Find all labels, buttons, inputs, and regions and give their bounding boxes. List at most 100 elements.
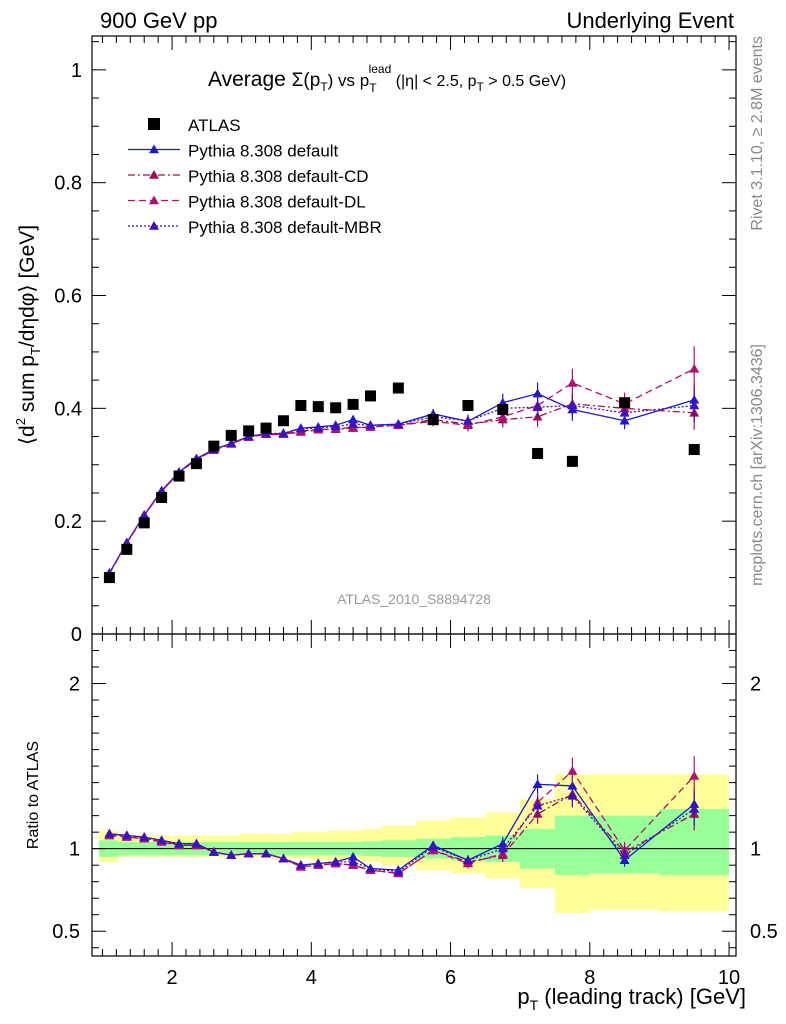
title-sigma: Σ(p (292, 70, 321, 91)
ratio-panel: 2 4 6 8 10 0.5 0.5 1 1 2 2 (52, 633, 778, 989)
ratio-point (208, 846, 219, 856)
title-mid: ) vs p (328, 71, 370, 90)
ratio-y-tick-label: 1 (69, 839, 80, 861)
y-tick-label: 0.2 (54, 511, 82, 533)
title-sigma-sub: T (320, 80, 328, 94)
ratio-point (689, 771, 700, 780)
ylabel-sub: T (28, 347, 43, 355)
data-point (277, 415, 289, 427)
title-prefix: Average (208, 68, 292, 91)
series-point (226, 438, 237, 448)
legend-marker-data (148, 118, 160, 130)
ratio-y-tick-label-right: 0.5 (750, 921, 778, 943)
ratio-frame (91, 633, 737, 957)
data-point (497, 403, 509, 415)
data-point (392, 382, 404, 394)
data-point (121, 543, 133, 555)
data-point (190, 458, 202, 470)
ratio-point (174, 838, 185, 848)
y-axis-label: ⟨d2 sum pT/dηdφ⟩ [GeV] (13, 225, 43, 445)
ratio-point (497, 843, 508, 853)
ratio-point (121, 830, 132, 840)
ratio-point (226, 850, 237, 860)
series-point (532, 388, 543, 398)
legend-marker (149, 144, 159, 154)
xlabel-sub: T (530, 997, 539, 1013)
ratio-y-axis-label: Ratio to ATLAS (25, 741, 42, 849)
title-mid-sup: lead (369, 62, 392, 76)
xlabel-rest: (leading track) [GeV] (538, 984, 746, 1009)
x-tick-label: 10 (718, 967, 740, 989)
ratio-point (428, 842, 439, 851)
data-point (688, 444, 700, 456)
chart-title: Average Σ(pT) vs pTlead (|η| < 2.5, pT >… (208, 62, 566, 95)
title-suffix: (|η| < 2.5, p (391, 73, 476, 90)
ratio-point (462, 855, 473, 864)
data-point (619, 397, 631, 409)
header-left: 900 GeV pp (100, 8, 217, 33)
ylabel-sup: 2 (13, 418, 28, 425)
x-tick-label: 2 (167, 967, 178, 989)
series-line (108, 392, 695, 574)
y-tick-label: 0.6 (54, 286, 82, 308)
data-point (427, 414, 439, 426)
ratio-series-line (109, 795, 695, 873)
data-point (173, 470, 185, 482)
ratio-point (348, 856, 359, 866)
title-end: > 0.5 GeV) (484, 73, 566, 90)
data-point (260, 422, 272, 434)
legend-marker (149, 170, 159, 179)
series-point (278, 428, 289, 437)
ratio-point (532, 779, 543, 789)
x-tick-label: 8 (584, 967, 595, 989)
data-point (347, 398, 359, 410)
series-point (689, 400, 700, 410)
series-point (348, 419, 359, 428)
y-tick-label: 0.4 (54, 398, 82, 420)
ratio-point (191, 838, 202, 848)
ratio-point (313, 858, 324, 868)
series-point (313, 423, 324, 432)
legend-marker (149, 195, 159, 205)
series-line (108, 404, 695, 574)
series-point (567, 400, 578, 410)
ratio-point (348, 851, 359, 861)
legend-label: Pythia 8.308 default-DL (188, 193, 366, 212)
xlabel-main: p (517, 984, 529, 1009)
y-tick-label: 0.8 (54, 173, 82, 195)
ratio-point (104, 828, 115, 838)
data-point (462, 400, 474, 412)
ratio-band-inner (554, 815, 590, 876)
series-point (365, 420, 376, 430)
ratio-point (156, 835, 167, 845)
series-line (108, 403, 695, 574)
series-point (295, 423, 306, 433)
data-point (156, 491, 168, 503)
series-point (532, 402, 543, 411)
data-point (364, 390, 376, 402)
ratio-point (532, 800, 543, 810)
ratio-point (393, 866, 404, 876)
series-point (462, 415, 473, 425)
data-point (566, 455, 578, 467)
legend: ATLAS Pythia 8.308 default Pythia 8.308 de… (128, 116, 382, 237)
ratio-y-tick-label-right: 1 (750, 839, 761, 861)
x-tick-label: 6 (445, 967, 456, 989)
data-point (295, 400, 307, 412)
data-point (103, 572, 115, 584)
legend-label: ATLAS (188, 116, 241, 135)
data-point (138, 517, 150, 529)
ratio-point (689, 804, 700, 813)
legend-label: Pythia 8.308 default-MBR (188, 218, 382, 237)
ratio-point (567, 790, 578, 800)
ratio-y-tick-label-right: 2 (750, 674, 761, 696)
y-tick-label: 1 (71, 60, 82, 82)
ratio-point (567, 766, 578, 775)
ylabel-open: ⟨d (16, 425, 39, 445)
legend-label: Pythia 8.308 default (188, 142, 339, 161)
rivet-label: Rivet 3.1.10, ≥ 2.8M events (749, 36, 766, 231)
ratio-point (619, 850, 630, 860)
title-suffix-sub: T (477, 80, 485, 94)
x-axis-label: pT (leading track) [GeV] (517, 984, 746, 1013)
